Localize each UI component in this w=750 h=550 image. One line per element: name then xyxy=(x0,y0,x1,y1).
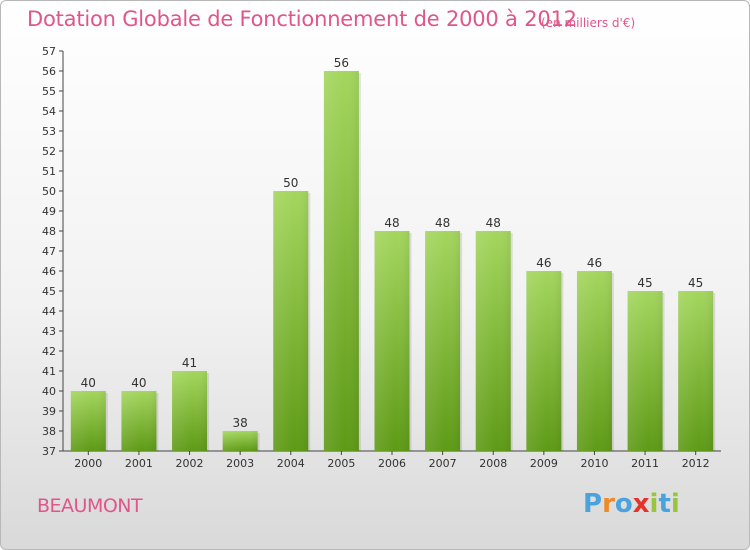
data-label: 56 xyxy=(334,56,349,70)
y-tick-label: 52 xyxy=(42,145,56,158)
x-tick-label: 2007 xyxy=(429,457,457,470)
data-label: 46 xyxy=(536,256,551,270)
bar-highlight xyxy=(323,71,359,451)
data-label: 46 xyxy=(587,256,602,270)
x-tick-label: 2005 xyxy=(327,457,355,470)
x-tick-label: 2008 xyxy=(479,457,507,470)
logo-letter: i xyxy=(649,489,659,519)
bar-highlight xyxy=(475,231,511,451)
y-tick-label: 55 xyxy=(42,85,56,98)
logo-letter: x xyxy=(632,489,650,519)
data-label: 40 xyxy=(81,376,96,390)
bar-highlight xyxy=(222,431,258,451)
y-tick-label: 51 xyxy=(42,165,56,178)
logo-letter: i xyxy=(670,489,680,519)
data-label: 38 xyxy=(233,416,248,430)
data-label: 40 xyxy=(131,376,146,390)
bar-highlight xyxy=(374,231,410,451)
chart-title: Dotation Globale de Fonctionnement de 20… xyxy=(27,7,577,31)
bar-highlight xyxy=(121,391,157,451)
y-tick-label: 37 xyxy=(42,445,56,458)
x-tick-label: 2006 xyxy=(378,457,406,470)
bar-highlight xyxy=(576,271,612,451)
bar-highlight xyxy=(526,271,562,451)
data-label: 41 xyxy=(182,356,197,370)
y-tick-label: 43 xyxy=(42,325,56,338)
x-tick-label: 2010 xyxy=(580,457,608,470)
y-tick-label: 38 xyxy=(42,425,56,438)
commune-name: BEAUMONT xyxy=(37,495,143,517)
y-tick-label: 39 xyxy=(42,405,56,418)
data-label: 45 xyxy=(637,276,652,290)
y-tick-label: 50 xyxy=(42,185,56,198)
data-label: 50 xyxy=(283,176,298,190)
bar-highlight xyxy=(425,231,461,451)
x-tick-label: 2012 xyxy=(682,457,710,470)
logo-letter: P xyxy=(583,489,603,519)
data-labels: 40 40 41 38 50 56 48 48 48 46 46 45 45 xyxy=(81,56,704,430)
x-tick-label: 2001 xyxy=(125,457,153,470)
y-tick-label: 42 xyxy=(42,345,56,358)
y-tick-label: 41 xyxy=(42,365,56,378)
y-tick-label: 44 xyxy=(42,305,56,318)
y-tick-label: 53 xyxy=(42,125,56,138)
logo-letter: r xyxy=(602,489,615,519)
logo-letter: t xyxy=(658,489,671,519)
y-tick-label: 56 xyxy=(42,65,56,78)
y-tick-label: 49 xyxy=(42,205,56,218)
y-tick-label: 48 xyxy=(42,225,56,238)
x-tick-label: 2002 xyxy=(176,457,204,470)
bar-highlight xyxy=(678,291,714,451)
chart-unit: (en milliers d'€) xyxy=(541,16,636,30)
y-tick-label: 57 xyxy=(42,45,56,58)
axes: 37 38 39 40 41 42 43 44 45 46 47 48 49 50 51 52 53 54 55 56… xyxy=(42,45,721,470)
bar-highlight xyxy=(172,371,208,451)
y-tick-label: 54 xyxy=(42,105,56,118)
bar-highlight xyxy=(627,291,663,451)
y-tick-label: 47 xyxy=(42,245,56,258)
bars xyxy=(70,71,716,451)
x-tick-label: 2011 xyxy=(631,457,659,470)
proxiti-logo[interactable]: Proxiti xyxy=(583,489,680,519)
bar-highlight xyxy=(70,391,106,451)
x-tick-label: 2003 xyxy=(226,457,254,470)
y-tick-label: 46 xyxy=(42,265,56,278)
data-label: 48 xyxy=(435,216,450,230)
x-tick-label: 2004 xyxy=(277,457,305,470)
logo-letter: o xyxy=(614,489,633,519)
x-tick-label: 2000 xyxy=(74,457,102,470)
data-label: 48 xyxy=(486,216,501,230)
bar-highlight xyxy=(273,191,309,451)
y-tick-label: 40 xyxy=(42,385,56,398)
x-tick-label: 2009 xyxy=(530,457,558,470)
data-label: 45 xyxy=(688,276,703,290)
data-label: 48 xyxy=(384,216,399,230)
y-tick-label: 45 xyxy=(42,285,56,298)
